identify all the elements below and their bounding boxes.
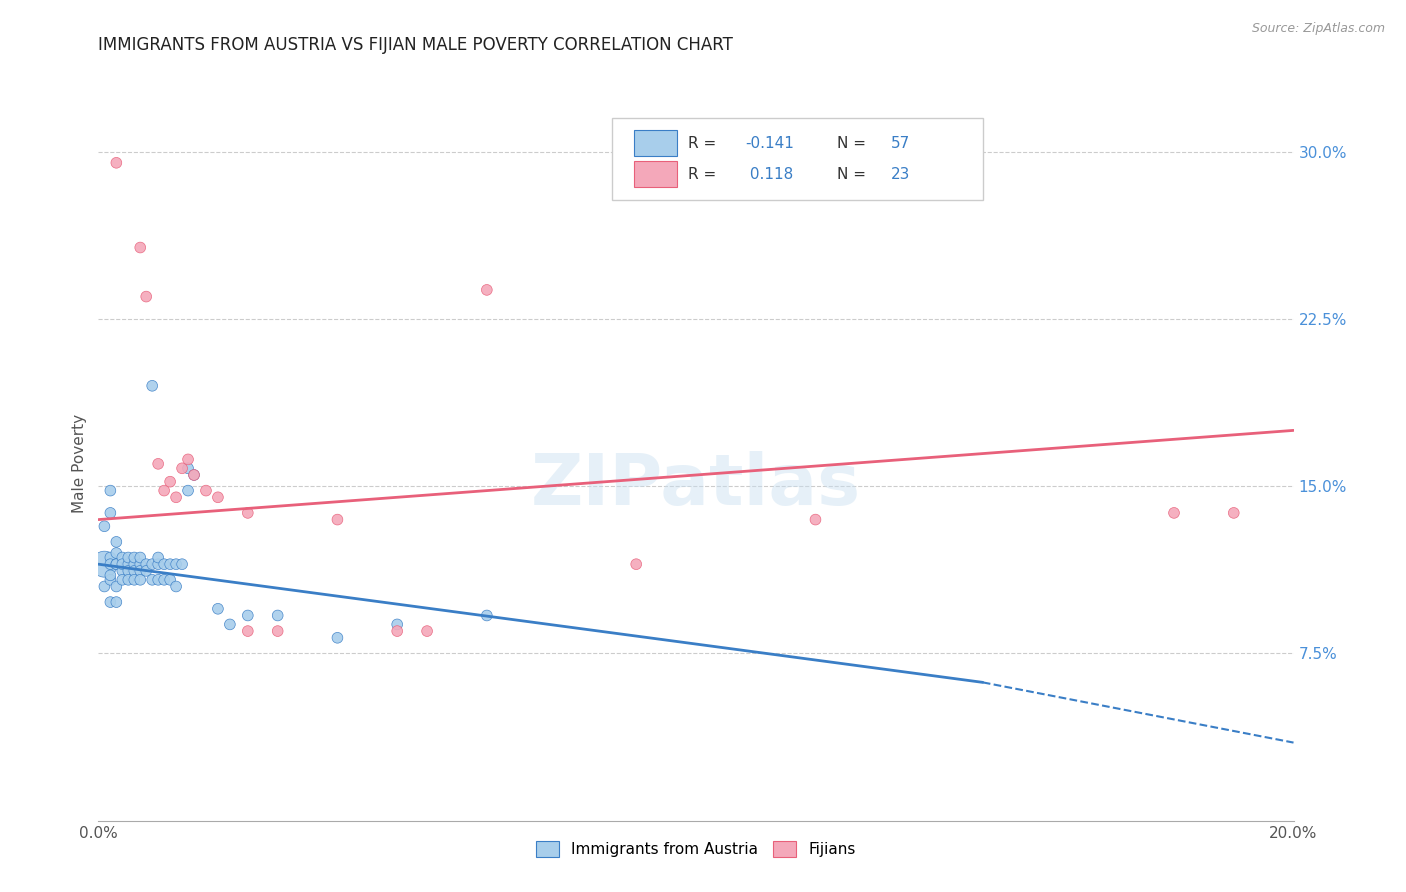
Legend: Immigrants from Austria, Fijians: Immigrants from Austria, Fijians <box>530 835 862 863</box>
Point <box>141 573 163 587</box>
Point <box>98 595 122 609</box>
Point <box>165 557 187 572</box>
Point <box>129 564 152 578</box>
Point <box>111 564 134 578</box>
Point <box>183 468 205 483</box>
FancyBboxPatch shape <box>613 118 983 200</box>
Point <box>148 550 170 565</box>
Point <box>207 602 229 616</box>
Text: N =: N = <box>837 168 870 182</box>
Point <box>236 506 259 520</box>
Point <box>129 573 152 587</box>
Text: ZIPatlas: ZIPatlas <box>531 450 860 520</box>
Point <box>124 564 146 578</box>
Point <box>93 519 115 533</box>
Point <box>141 557 163 572</box>
Point <box>98 557 122 572</box>
Point <box>153 557 176 572</box>
Point <box>124 573 146 587</box>
Point <box>148 573 170 587</box>
Text: 57: 57 <box>891 136 910 151</box>
Text: R =: R = <box>688 136 721 151</box>
Point <box>385 624 409 639</box>
Point <box>385 617 409 632</box>
Point <box>1163 506 1185 520</box>
Point <box>165 491 187 505</box>
Point <box>117 564 139 578</box>
Point <box>105 557 128 572</box>
Point <box>105 580 128 594</box>
Point <box>129 550 152 565</box>
Point <box>93 557 115 572</box>
Point <box>195 483 218 498</box>
Text: 0.118: 0.118 <box>745 168 793 182</box>
Point <box>129 557 152 572</box>
Point <box>475 283 498 297</box>
Point <box>98 506 122 520</box>
Text: Source: ZipAtlas.com: Source: ZipAtlas.com <box>1251 22 1385 36</box>
Point <box>804 512 827 526</box>
Point <box>207 491 229 505</box>
Point <box>165 580 187 594</box>
Point <box>172 557 194 572</box>
Point <box>93 580 115 594</box>
Point <box>98 573 122 587</box>
FancyBboxPatch shape <box>634 130 676 156</box>
Text: N =: N = <box>837 136 870 151</box>
Point <box>148 457 170 471</box>
Point <box>159 573 181 587</box>
Point <box>124 557 146 572</box>
Point <box>117 557 139 572</box>
Point <box>111 557 134 572</box>
Point <box>141 378 163 392</box>
Point <box>105 535 128 549</box>
Point <box>124 550 146 565</box>
Point <box>267 608 290 623</box>
Point <box>111 550 134 565</box>
Point <box>98 568 122 582</box>
Point <box>105 557 128 572</box>
Point <box>117 573 139 587</box>
Point <box>183 468 205 483</box>
Point <box>326 512 349 526</box>
Point <box>177 452 200 467</box>
Point <box>153 573 176 587</box>
Y-axis label: Male Poverty: Male Poverty <box>72 414 87 514</box>
Point <box>626 557 648 572</box>
Text: IMMIGRANTS FROM AUSTRIA VS FIJIAN MALE POVERTY CORRELATION CHART: IMMIGRANTS FROM AUSTRIA VS FIJIAN MALE P… <box>98 36 734 54</box>
Text: -0.141: -0.141 <box>745 136 794 151</box>
Point <box>111 573 134 587</box>
Point <box>267 624 290 639</box>
Point <box>326 631 349 645</box>
Point <box>129 240 152 255</box>
Point <box>236 608 259 623</box>
Point <box>98 483 122 498</box>
Point <box>153 483 176 498</box>
Point <box>159 475 181 489</box>
FancyBboxPatch shape <box>634 161 676 187</box>
Point <box>135 564 157 578</box>
Point <box>177 461 200 475</box>
Point <box>172 461 194 475</box>
Point <box>416 624 439 639</box>
Point <box>105 546 128 560</box>
Point <box>475 608 498 623</box>
Point <box>135 289 157 303</box>
Point <box>236 624 259 639</box>
Point <box>159 557 181 572</box>
Point <box>1223 506 1246 520</box>
Point <box>117 550 139 565</box>
Point <box>219 617 242 632</box>
Point <box>177 483 200 498</box>
Point <box>105 156 128 170</box>
Point <box>135 557 157 572</box>
Point <box>105 595 128 609</box>
Point <box>98 550 122 565</box>
Text: R =: R = <box>688 168 721 182</box>
Point <box>148 557 170 572</box>
Text: 23: 23 <box>891 168 910 182</box>
